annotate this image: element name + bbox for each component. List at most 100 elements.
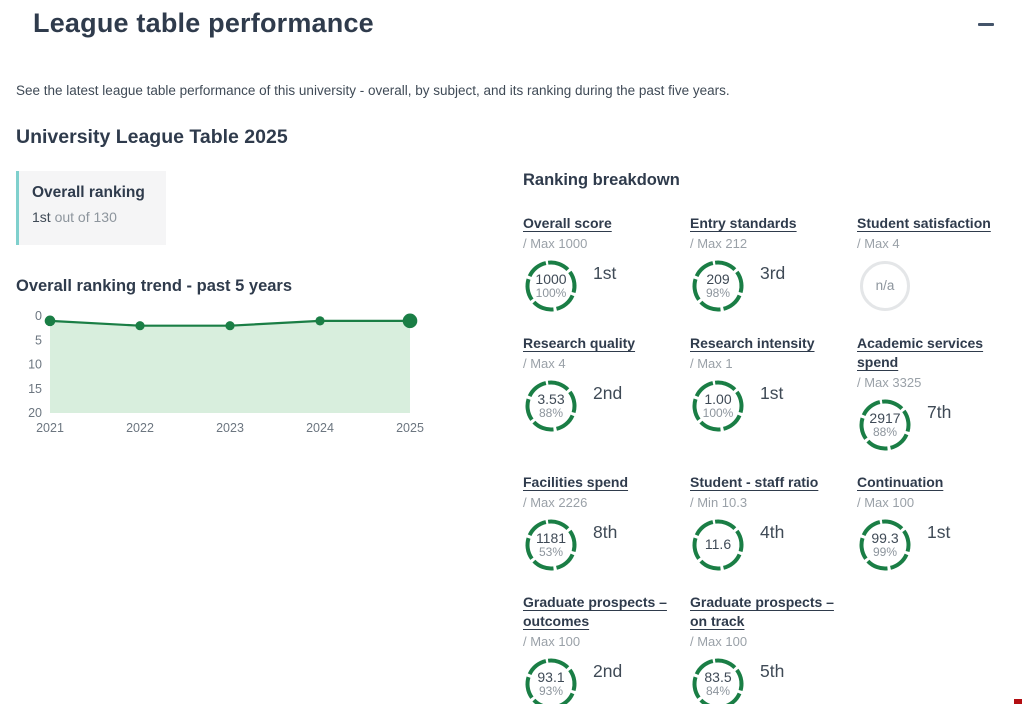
breakdown-max-label: / Max 100: [857, 495, 915, 510]
metric-percent: 88%: [538, 406, 564, 421]
metric-gauge: 11.6: [690, 517, 746, 573]
metric-value: 99.3: [871, 529, 899, 546]
metric-value: 1000: [535, 270, 567, 287]
breakdown-max-label: / Max 100: [690, 634, 748, 649]
metric-rank: 1st: [593, 263, 617, 283]
metric-rank: 7th: [927, 402, 952, 422]
metric-percent: 100%: [535, 286, 567, 301]
breakdown-metric-link[interactable]: Continuation: [857, 474, 944, 490]
metric-value: 1181: [535, 529, 567, 546]
breakdown-item: Continuation / Max 100 99.3 99% 1st: [857, 473, 1022, 573]
metric-gauge: 93.1 93%: [523, 656, 579, 704]
breakdown-metric-link[interactable]: Academic services spend: [857, 335, 984, 370]
svg-text:15: 15: [28, 382, 42, 396]
metric-rank: 5th: [760, 661, 785, 681]
breakdown-item: Facilities spend / Max 2226 1181 53% 8th: [523, 473, 690, 573]
breakdown-max-label: / Max 1000: [523, 236, 588, 251]
metric-percent: 98%: [705, 286, 731, 301]
panel-header: League table performance: [16, 0, 1006, 39]
metric-rank: 2nd: [593, 661, 623, 681]
section-title: University League Table 2025: [16, 126, 288, 148]
breakdown-grid: Overall score / Max 1000 1000 100% 1st E…: [523, 214, 1022, 704]
breakdown-metric-link[interactable]: Graduate prospects – outcomes: [523, 594, 667, 629]
metric-value: 3.53: [537, 390, 565, 407]
svg-text:0: 0: [35, 309, 42, 323]
breakdown-max-label: / Max 100: [523, 634, 581, 649]
metric-percent: 88%: [872, 425, 898, 440]
breakdown-max-label: / Min 10.3: [690, 495, 748, 510]
metric-value: 83.5: [704, 668, 732, 685]
metric-gauge: 1.00 100%: [690, 378, 746, 434]
breakdown-item: Student satisfaction / Max 4 n/a: [857, 214, 1022, 314]
breakdown-metric-link[interactable]: Student - staff ratio: [690, 474, 819, 490]
trend-chart-title: Overall ranking trend - past 5 years: [16, 277, 293, 295]
metric-value: 209: [706, 270, 730, 287]
svg-text:2021: 2021: [36, 421, 64, 435]
left-column: Overall ranking 1st out of 130 Overall r…: [16, 149, 523, 704]
svg-text:2025: 2025: [396, 421, 424, 435]
breakdown-metric-link[interactable]: Research intensity: [690, 335, 815, 351]
metric-rank: 8th: [593, 522, 618, 542]
collapse-section-button[interactable]: [974, 14, 998, 34]
overall-ranking-card: Overall ranking 1st out of 130: [16, 171, 166, 245]
metric-rank: 3rd: [760, 263, 786, 283]
svg-text:2023: 2023: [216, 421, 244, 435]
breakdown-metric-link[interactable]: Overall score: [523, 215, 612, 231]
metric-gauge: 2917 88%: [857, 397, 913, 453]
breakdown-item: Research intensity / Max 1 1.00 100% 1st: [690, 334, 857, 453]
breakdown-max-label: / Max 1: [690, 356, 733, 371]
overall-rank-suffix: out of 130: [50, 209, 117, 225]
metric-percent: 84%: [705, 684, 731, 699]
metric-value: 11.6: [704, 536, 732, 553]
breakdown-title: Ranking breakdown: [523, 171, 680, 189]
breakdown-item: Student - staff ratio / Min 10.3 11.6 4t…: [690, 473, 857, 573]
metric-value: 1.00: [704, 390, 732, 407]
breakdown-item: Graduate prospects – outcomes / Max 100 …: [523, 593, 690, 704]
metric-gauge: 83.5 84%: [690, 656, 746, 704]
breakdown-max-label: / Max 2226: [523, 495, 588, 510]
metric-gauge: n/a: [857, 258, 913, 314]
svg-text:2024: 2024: [306, 421, 334, 435]
page-title: League table performance: [33, 8, 374, 38]
metric-value: 93.1: [537, 668, 565, 685]
corner-artifact: [1014, 699, 1022, 704]
breakdown-item: Graduate prospects – on track / Max 100 …: [690, 593, 857, 704]
overall-rank: 1st: [32, 209, 51, 225]
metric-percent: 99%: [872, 545, 898, 560]
breakdown-item: Entry standards / Max 212 209 98% 3rd: [690, 214, 857, 314]
metric-percent: 100%: [702, 406, 734, 421]
intro-text: See the latest league table performance …: [16, 83, 730, 98]
metric-value: 2917: [869, 409, 901, 426]
breakdown-item: Overall score / Max 1000 1000 100% 1st: [523, 214, 690, 314]
svg-text:5: 5: [35, 333, 42, 347]
metric-percent: 93%: [538, 684, 564, 699]
ranking-breakdown-section: Ranking breakdown Overall score / Max 10…: [523, 149, 1022, 704]
metric-rank: 1st: [927, 522, 951, 542]
minus-icon: [978, 22, 994, 26]
overall-ranking-value: 1st out of 130: [32, 209, 152, 225]
metric-percent: 53%: [538, 545, 564, 560]
breakdown-metric-link[interactable]: Student satisfaction: [857, 215, 991, 231]
breakdown-max-label: / Max 4: [857, 236, 900, 251]
breakdown-metric-link[interactable]: Facilities spend: [523, 474, 629, 490]
metric-rank: 2nd: [593, 383, 623, 403]
content-columns: Overall ranking 1st out of 130 Overall r…: [16, 149, 1006, 704]
metric-rank: 1st: [760, 383, 784, 403]
metric-gauge: 99.3 99%: [857, 517, 913, 573]
overall-ranking-label: Overall ranking: [32, 184, 145, 201]
metric-gauge: 1000 100%: [523, 258, 579, 314]
metric-gauge: 209 98%: [690, 258, 746, 314]
breakdown-max-label: / Max 4: [523, 356, 566, 371]
svg-text:10: 10: [28, 358, 42, 372]
svg-text:2022: 2022: [126, 421, 154, 435]
breakdown-metric-link[interactable]: Research quality: [523, 335, 636, 351]
breakdown-metric-link[interactable]: Graduate prospects – on track: [690, 594, 834, 629]
breakdown-max-label: / Max 3325: [857, 375, 922, 390]
metric-rank: 4th: [760, 522, 785, 542]
metric-value: n/a: [875, 277, 895, 293]
breakdown-metric-link[interactable]: Entry standards: [690, 215, 797, 231]
metric-gauge: 3.53 88%: [523, 378, 579, 434]
breakdown-max-label: / Max 212: [690, 236, 748, 251]
svg-text:20: 20: [28, 406, 42, 420]
